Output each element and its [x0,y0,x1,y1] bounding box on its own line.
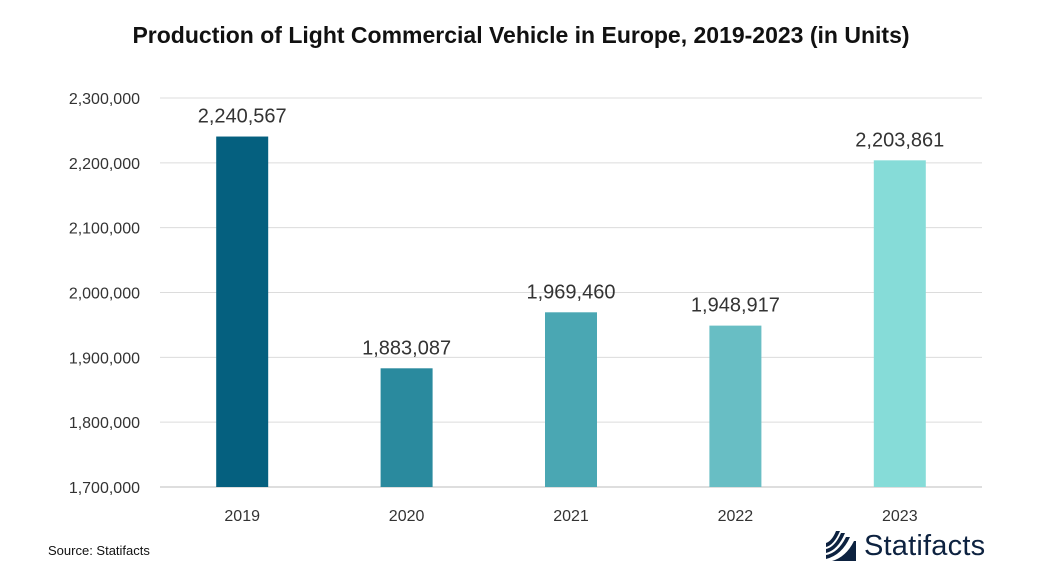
bar-2019 [216,136,269,487]
data-label-2023: 2,203,861 [855,129,944,151]
bar-2022 [709,325,762,487]
bar-2021 [545,312,597,487]
bar-2020 [380,368,433,487]
source-note: Source: Statifacts [48,543,150,558]
bar-2023 [873,160,926,487]
y-tick-label: 2,300,000 [69,91,140,108]
data-label-2021: 1,969,460 [527,281,616,303]
x-tick-label: 2019 [224,508,260,525]
y-tick-label: 2,100,000 [69,221,140,238]
y-tick-label: 2,200,000 [69,156,140,173]
x-tick-label: 2021 [553,508,589,525]
data-label-2019: 2,240,567 [198,106,287,128]
chart-title: Production of Light Commercial Vehicle i… [132,22,910,48]
y-tick-label: 1,900,000 [69,350,140,367]
data-label-2020: 1,883,087 [362,337,451,359]
data-label-2022: 1,948,917 [691,295,780,317]
x-tick-label: 2023 [882,508,918,525]
brand-name: Statifacts [864,529,986,562]
statifacts-logo-icon [824,529,858,563]
y-tick-label: 1,800,000 [69,415,140,432]
x-tick-label: 2022 [718,508,754,525]
y-tick-label: 2,000,000 [69,286,140,303]
brand-logo: Statifacts [824,528,985,564]
x-tick-label: 2020 [389,508,425,525]
y-tick-label: 1,700,000 [69,480,140,497]
